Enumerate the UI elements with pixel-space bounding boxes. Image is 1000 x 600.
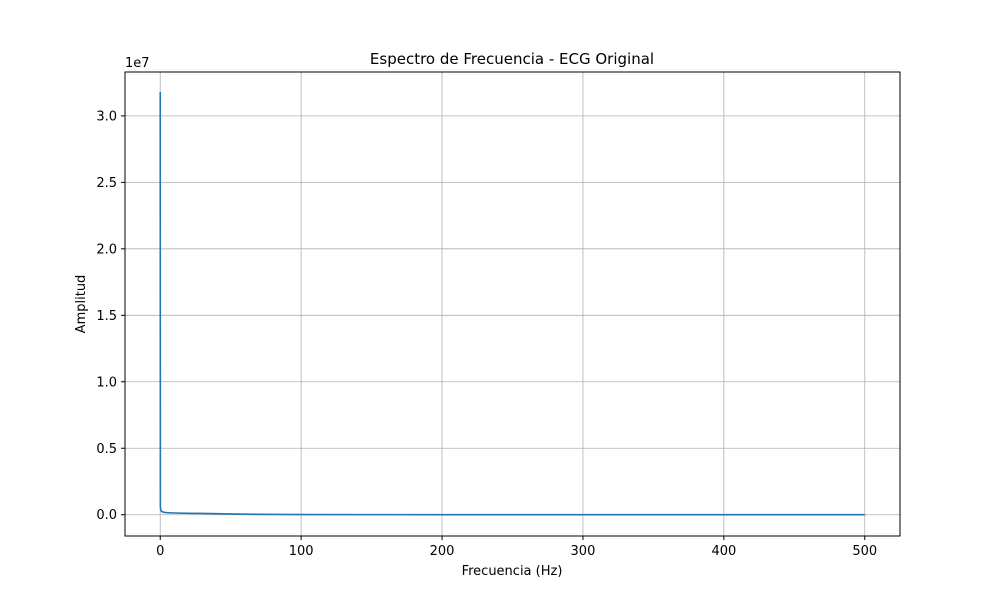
x-tick-label: 0 bbox=[156, 544, 164, 559]
x-tick-label: 400 bbox=[711, 544, 736, 559]
y-tick-label: 3.0 bbox=[96, 109, 117, 124]
y-tick-label: 0.0 bbox=[96, 508, 117, 523]
y-tick-label: 1.0 bbox=[96, 375, 117, 390]
y-tick-label: 2.0 bbox=[96, 242, 117, 257]
grid-layer bbox=[125, 72, 900, 536]
y-tick-label: 2.5 bbox=[96, 176, 117, 191]
tick-layer: 0 100 200 300 400 500 0.0 0.5 1.0 1.5 2.0 2.5 3.0 bbox=[96, 109, 877, 559]
y-offset-label: 1e7 bbox=[125, 56, 150, 71]
x-axis-label: Frecuencia (Hz) bbox=[462, 564, 563, 579]
series-line bbox=[159, 91, 865, 516]
x-tick-label: 300 bbox=[571, 544, 596, 559]
chart-title: Espectro de Frecuencia - ECG Original bbox=[370, 50, 654, 68]
y-axis-label: Amplitud bbox=[74, 275, 89, 334]
x-tick-label: 100 bbox=[289, 544, 314, 559]
x-tick-label: 500 bbox=[852, 544, 877, 559]
x-tick-label: 200 bbox=[430, 544, 455, 559]
y-tick-label: 1.5 bbox=[96, 309, 117, 324]
plot-frame bbox=[124, 71, 901, 537]
series-layer bbox=[159, 91, 865, 516]
y-tick-label: 0.5 bbox=[96, 442, 117, 457]
